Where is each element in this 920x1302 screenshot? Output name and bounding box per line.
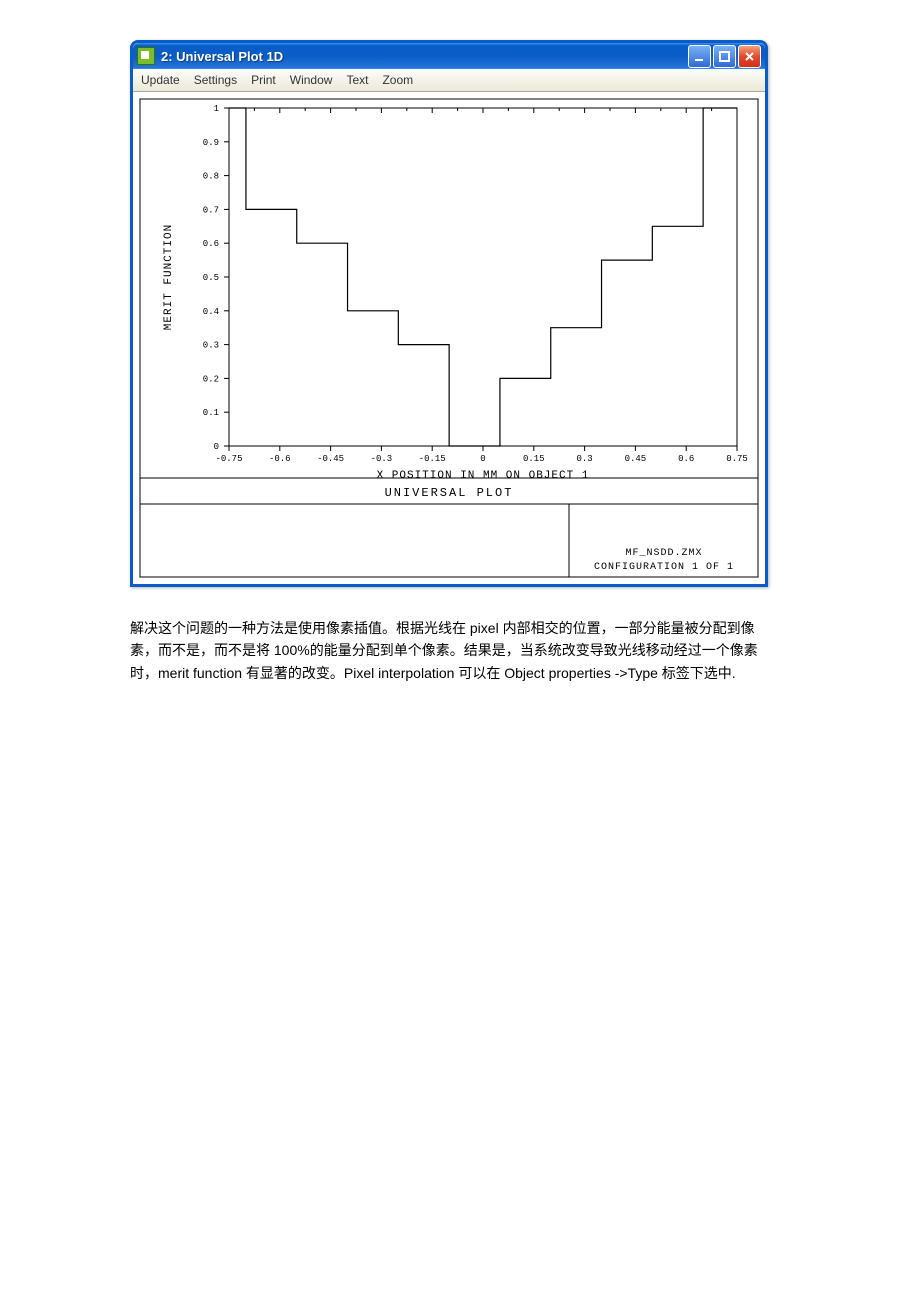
description-text: 解决这个问题的一种方法是使用像素插值。根据光线在 pixel 内部相交的位置，一… (130, 620, 758, 681)
svg-text:0.15: 0.15 (523, 454, 545, 464)
svg-text:0.5: 0.5 (203, 273, 219, 283)
window-title: 2: Universal Plot 1D (161, 49, 688, 64)
window-buttons (688, 45, 761, 68)
svg-text:-0.45: -0.45 (317, 454, 344, 464)
svg-text:0.4: 0.4 (203, 307, 219, 317)
svg-text:MF_NSDD.ZMX: MF_NSDD.ZMX (625, 548, 702, 559)
svg-text:0.3: 0.3 (203, 341, 219, 351)
titlebar[interactable]: 2: Universal Plot 1D (133, 43, 765, 69)
maximize-button[interactable] (713, 45, 736, 68)
close-button[interactable] (738, 45, 761, 68)
maximize-icon (718, 50, 731, 63)
svg-text:1: 1 (214, 104, 219, 114)
menu-zoom[interactable]: Zoom (382, 73, 413, 87)
svg-text:0.8: 0.8 (203, 172, 219, 182)
svg-text:0.3: 0.3 (576, 454, 592, 464)
app-window: 2: Universal Plot 1D Update Settings Pri… (130, 40, 768, 587)
app-icon (137, 47, 155, 65)
svg-text:MERIT FUNCTION: MERIT FUNCTION (163, 224, 175, 330)
plot-area: -0.75 -0.6 -0.45 -0.3 -0.15 0 0.15 0.3 0.45 0.6 0.… (133, 92, 765, 584)
menu-update[interactable]: Update (141, 73, 180, 87)
svg-text:0: 0 (480, 454, 485, 464)
menu-text[interactable]: Text (346, 73, 368, 87)
svg-text:X POSITION IN MM ON OBJECT 1: X POSITION IN MM ON OBJECT 1 (377, 470, 590, 482)
svg-text:0.6: 0.6 (203, 239, 219, 249)
svg-text:0: 0 (214, 442, 219, 452)
svg-text:0.6: 0.6 (678, 454, 694, 464)
universal-plot-chart: -0.75 -0.6 -0.45 -0.3 -0.15 0 0.15 0.3 0.45 0.6 0.… (139, 98, 759, 578)
menu-window[interactable]: Window (290, 73, 333, 87)
minimize-button[interactable] (688, 45, 711, 68)
svg-text:0.75: 0.75 (726, 454, 748, 464)
svg-text:0.1: 0.1 (203, 408, 219, 418)
svg-text:0.45: 0.45 (625, 454, 647, 464)
svg-text:0.7: 0.7 (203, 205, 219, 215)
menu-bar: Update Settings Print Window Text Zoom (133, 69, 765, 92)
svg-text:UNIVERSAL PLOT: UNIVERSAL PLOT (385, 486, 514, 500)
minimize-icon (693, 50, 706, 63)
menu-settings[interactable]: Settings (194, 73, 237, 87)
svg-text:0.9: 0.9 (203, 138, 219, 148)
svg-text:-0.6: -0.6 (269, 454, 291, 464)
close-icon (743, 50, 756, 63)
svg-text:CONFIGURATION 1 OF 1: CONFIGURATION 1 OF 1 (594, 562, 734, 573)
svg-text:-0.3: -0.3 (371, 454, 393, 464)
menu-print[interactable]: Print (251, 73, 276, 87)
description-paragraph: 解决这个问题的一种方法是使用像素插值。根据光线在 pixel 内部相交的位置，一… (130, 617, 762, 684)
svg-text:-0.75: -0.75 (215, 454, 242, 464)
svg-text:0.2: 0.2 (203, 374, 219, 384)
svg-text:-0.15: -0.15 (419, 454, 446, 464)
